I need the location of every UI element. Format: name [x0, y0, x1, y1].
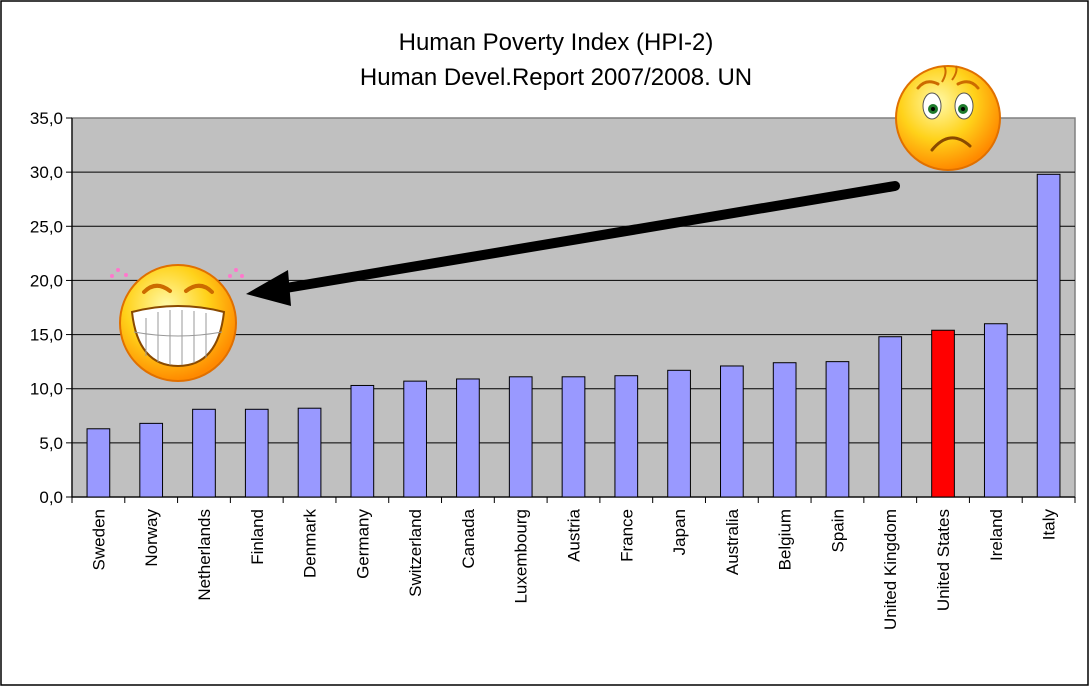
- x-tick-label: Ireland: [987, 509, 1006, 561]
- arrow-annotation: [246, 181, 900, 306]
- y-tick-label: 35,0: [30, 109, 63, 128]
- bar-ireland: [983, 323, 1008, 498]
- x-tick-label: Sweden: [89, 509, 108, 570]
- bars: [86, 173, 1061, 498]
- x-tick-label: Australia: [723, 508, 742, 575]
- y-tick-label: 30,0: [30, 163, 63, 182]
- x-tick-label: Germany: [353, 509, 372, 579]
- x-tick-label: United Kingdom: [881, 509, 900, 630]
- x-tick-label: Japan: [670, 509, 689, 555]
- bar-austria: [561, 376, 586, 498]
- chart-subtitle: Human Devel.Report 2007/2008. UN: [360, 64, 752, 91]
- y-tick-label: 5,0: [39, 434, 63, 453]
- x-tick-label: Austria: [565, 508, 584, 561]
- bar-belgium: [772, 362, 797, 498]
- bar-italy: [1036, 173, 1061, 498]
- bar-spain: [825, 361, 850, 498]
- x-tick-label: United States: [934, 509, 953, 611]
- x-tick-label: Luxembourg: [512, 509, 531, 604]
- y-tick-label: 20,0: [30, 271, 63, 290]
- x-tick-label: Denmark: [301, 509, 320, 578]
- x-tick-label: Switzerland: [406, 509, 425, 597]
- x-tick-label: France: [617, 509, 636, 562]
- chart-title: Human Poverty Index (HPI-2): [399, 29, 714, 56]
- bar-australia: [720, 365, 744, 498]
- x-tick-label: Norway: [142, 509, 161, 567]
- bar-switzerland: [403, 380, 427, 498]
- bar-canada: [456, 378, 480, 498]
- bar-luxembourg: [508, 376, 533, 498]
- bar-sweden: [86, 428, 111, 498]
- x-tick-label: Spain: [828, 509, 847, 552]
- x-tick-label: Finland: [248, 509, 267, 565]
- x-tick-label: Canada: [459, 508, 478, 568]
- y-tick-label: 15,0: [30, 326, 63, 345]
- bar-norway: [139, 422, 164, 498]
- x-tick-label: Netherlands: [195, 509, 214, 601]
- grinning-smiley-icon: [110, 264, 244, 382]
- bar-united-states: [931, 329, 955, 498]
- bar-germany: [350, 384, 375, 498]
- bar-france: [614, 375, 639, 498]
- y-tick-label: 10,0: [30, 380, 63, 399]
- bar-united-kingdom: [878, 336, 903, 498]
- x-axis-ticks: Sweden Norway Netherlands Finland Denmark Ger…: [71, 497, 1076, 630]
- bar-denmark: [297, 407, 322, 498]
- x-tick-label: Italy: [1040, 509, 1059, 541]
- x-tick-label: Belgium: [776, 509, 795, 570]
- bar-japan: [667, 369, 691, 498]
- y-tick-label: 25,0: [30, 217, 63, 236]
- bar-finland: [244, 408, 269, 498]
- y-tick-label: 0,0: [39, 488, 63, 507]
- bar-netherlands: [192, 408, 216, 498]
- frowning-smiley-icon: [895, 65, 1001, 171]
